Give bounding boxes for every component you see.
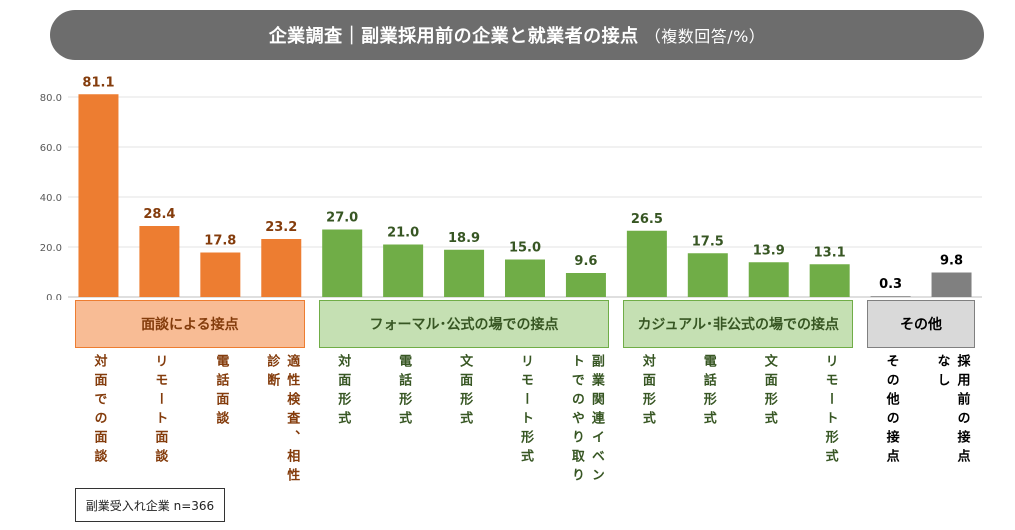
x-tick-label: 電話形式	[700, 354, 716, 430]
bar	[78, 94, 119, 297]
data-label: 23.2	[265, 220, 297, 235]
y-tick-label: 80.0	[40, 93, 62, 104]
y-tick-label: 20.0	[40, 243, 62, 254]
data-label: 81.1	[82, 75, 114, 90]
data-label: 17.5	[692, 234, 724, 249]
bar	[200, 252, 241, 297]
x-tick-label: 対面形式	[335, 354, 351, 430]
data-label: 18.9	[448, 231, 480, 246]
bar	[931, 272, 972, 297]
bar	[870, 296, 911, 297]
data-label: 13.9	[753, 243, 785, 258]
chart-title-unit: （複数回答/%）	[644, 27, 766, 46]
bar	[565, 273, 606, 297]
group-box: その他	[867, 300, 975, 348]
x-tick-label: リモート形式	[518, 354, 533, 468]
data-label: 13.1	[814, 245, 846, 260]
sample-size-note: 副業受入れ企業 n=366	[75, 488, 225, 522]
data-label: 28.4	[143, 207, 175, 222]
y-tick-label: 60.0	[40, 143, 62, 154]
x-tick-label: 対面形式	[639, 354, 655, 430]
data-label: 26.5	[631, 212, 663, 227]
chart-title: 企業調査｜副業採用前の企業と就業者の接点	[268, 26, 639, 47]
x-tick-label: 電話形式	[396, 354, 412, 430]
bar	[139, 226, 180, 297]
data-label: 9.8	[940, 254, 963, 269]
data-label: 21.0	[387, 226, 419, 241]
group-box: カジュアル･非公式の場での接点	[623, 300, 854, 348]
bar	[322, 229, 363, 297]
x-tick-label: その他の接点	[883, 354, 899, 468]
y-tick-label: 40.0	[40, 193, 62, 204]
y-tick-label: 0.0	[46, 293, 62, 300]
x-tick-label: リモート面談	[152, 354, 168, 468]
group-box: 面談による接点	[75, 300, 305, 348]
x-tick-label: 適性検査、相性 診断	[264, 354, 300, 487]
data-label: 27.0	[326, 211, 358, 226]
data-label: 9.6	[574, 254, 597, 269]
group-box: フォーマル･公式の場での接点	[318, 300, 610, 348]
bar	[809, 264, 850, 297]
bar	[505, 259, 545, 297]
title-banner: 企業調査｜副業採用前の企業と就業者の接点 （複数回答/%）	[50, 10, 984, 60]
bar-chart: 0.0 20.0 40.0 60.0 80.0 81.1 28.4 17.8 23.2 27.0 2…	[40, 75, 982, 300]
data-label: 17.8	[204, 234, 236, 249]
x-tick-label: 対面での面談	[91, 354, 107, 468]
data-label: 15.0	[509, 241, 541, 256]
bar	[687, 253, 728, 297]
data-label: 0.3	[879, 277, 902, 292]
bar	[626, 230, 667, 297]
bar	[444, 249, 485, 297]
bar	[261, 239, 302, 297]
x-tick-label: 文面形式	[761, 354, 777, 430]
bar	[383, 244, 424, 297]
x-tick-label: リモート形式	[822, 354, 838, 468]
x-tick-label: 副業関連イベン トでのやり取り	[568, 354, 604, 487]
bar	[748, 262, 789, 297]
x-tick-label: 採用前の接点 なし	[934, 354, 970, 468]
x-tick-label: 電話面談	[213, 354, 229, 430]
x-tick-label: 文面形式	[457, 354, 473, 430]
